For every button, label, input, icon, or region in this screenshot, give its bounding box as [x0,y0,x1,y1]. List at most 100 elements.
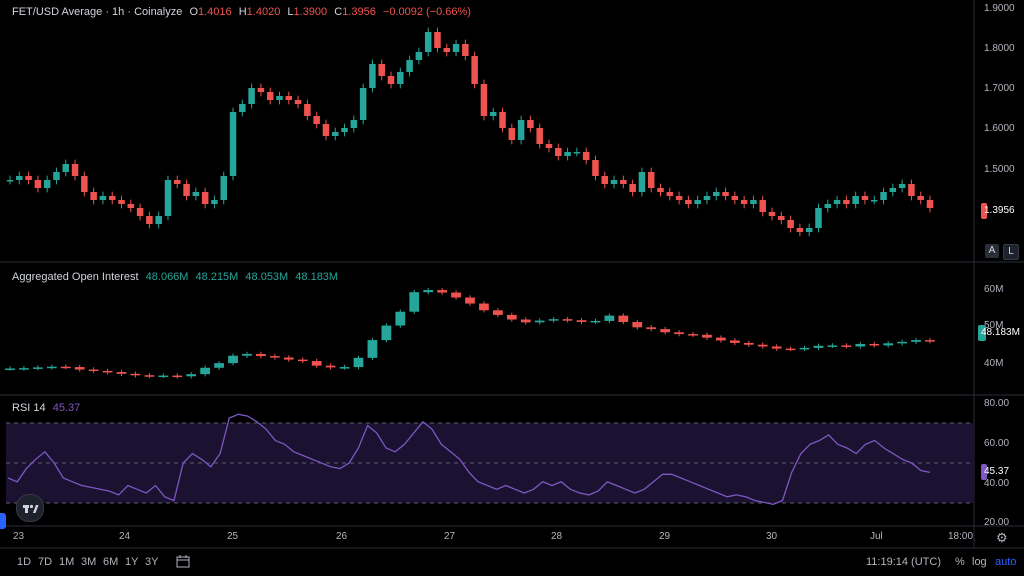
price-candle [387,76,395,84]
range-6m-button[interactable]: 6M [103,556,119,568]
oi-candle [674,332,684,335]
oi-candle [855,344,866,347]
price-candle [480,84,488,116]
price-candle [146,216,153,224]
oi-last-tag: 48.183M [978,325,1020,341]
price-candle [164,180,172,216]
time-tick: 24 [119,531,131,542]
price-candle [136,208,144,216]
oi-candle [813,345,824,348]
price-candle [43,180,51,188]
oi-title[interactable]: Aggregated Open Interest [12,271,139,283]
oi-candle [367,340,378,358]
oi-candle [757,344,768,347]
oi-tick: 40M [984,358,1004,369]
price-candle [434,32,441,48]
price-candle [620,180,627,184]
price-candle [805,228,813,232]
price-candle [211,200,218,204]
price-candle [861,196,869,200]
range-3y-button[interactable]: 3Y [145,556,159,568]
oi-candle [590,320,601,323]
oi-candle [897,341,907,344]
price-candle [81,176,88,192]
price-candle [201,192,209,204]
price-candle [53,172,60,180]
price-candle [415,52,423,60]
price-candle [740,200,748,204]
oi-candle [283,357,294,360]
price-candle [666,192,674,196]
oi-candle [228,355,238,364]
range-1m-button[interactable]: 1M [59,556,75,568]
price-candle [229,112,237,176]
price-candle [545,144,553,148]
log-button[interactable]: log [972,556,987,568]
oi-value-1: 48.066M [145,271,189,283]
oi-value-4: 48.183M [295,271,339,283]
rsi-tick: 80.00 [984,398,1010,409]
range-3m-button[interactable]: 3M [81,556,97,568]
price-candle [452,44,460,52]
oi-candle [102,370,113,373]
calendar-range-icon[interactable] [176,555,190,571]
oi-candle [74,367,85,370]
oi-tick: 60M [984,284,1004,295]
oi-candle [632,322,643,328]
tradingview-logo-icon[interactable] [16,494,44,522]
range-7d-button[interactable]: 7D [38,556,53,568]
price-candle [898,184,906,188]
price-candle [489,112,497,116]
oi-candle [19,368,29,370]
price-candle [266,92,274,100]
price-candle [359,88,367,120]
close-value: 1.3956 [342,6,376,18]
settings-gear-icon[interactable]: ⚙ [996,530,1008,545]
price-candle [722,192,729,196]
price-candle [675,196,683,200]
oi-candle [297,359,308,362]
price-candle [917,196,924,200]
oi-candle [269,356,280,358]
percent-scale-button[interactable]: % [955,556,965,568]
oi-candle [729,340,740,343]
price-candle [155,216,162,224]
price-candle [787,220,794,228]
oi-candle [520,319,531,323]
open-label: O [189,6,198,18]
rsi-tick: 60.00 [984,438,1010,449]
rsi-title[interactable]: RSI 14 [12,402,46,414]
log-scale-button[interactable]: L [1003,244,1019,260]
price-candle [629,184,636,192]
price-candle [257,88,265,92]
rsi-last-tag: 45.37 [981,464,1009,480]
price-candle [694,200,701,204]
oi-candle [660,329,671,333]
oi-candle [409,292,420,312]
price-tick: 1.5000 [984,164,1015,175]
side-toggle-tab[interactable] [0,513,6,529]
oi-candle [688,334,698,336]
pane-separators [0,0,1024,549]
open-value: 1.4016 [198,6,232,18]
time-tick: 28 [551,531,563,542]
auto-scale-button[interactable]: A [985,244,999,258]
range-1d-button[interactable]: 1D [17,556,32,568]
oi-candle [702,334,712,338]
symbol-title[interactable]: FET/USD Average · 1h · Coinalyze [12,6,183,18]
oi-candle [869,344,880,346]
oi-candle [158,375,169,378]
range-1y-button[interactable]: 1Y [125,556,139,568]
price-candle [99,196,107,200]
price-candle [443,48,451,52]
oi-candle [799,347,810,350]
clock-readout[interactable]: 11:19:14 (UTC) [866,556,941,568]
price-candle [564,152,571,156]
auto-button[interactable]: auto [995,556,1017,568]
price-candle [527,120,534,128]
oi-candle [144,375,155,377]
price-candle [852,196,859,204]
price-candle [889,188,897,192]
price-candle [843,200,850,204]
